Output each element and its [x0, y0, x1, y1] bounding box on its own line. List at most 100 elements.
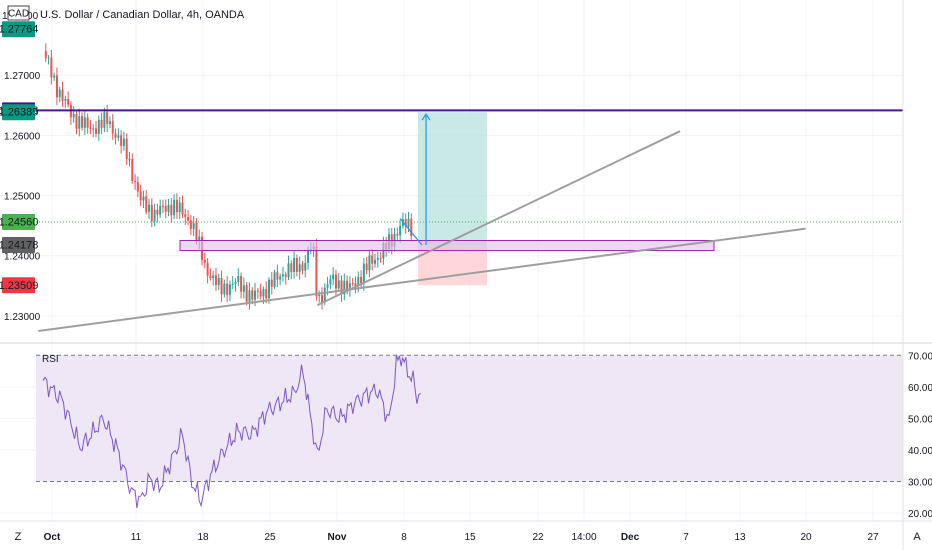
price-badge [2, 214, 35, 231]
price-badge [2, 277, 35, 294]
candle-body [315, 246, 318, 297]
candle-body [120, 135, 123, 146]
candle-body [111, 121, 114, 134]
candle-body [89, 127, 92, 130]
candle-body [340, 280, 343, 295]
candle-body [360, 276, 363, 284]
time-tick-label: Nov [328, 532, 347, 543]
candle-body [86, 117, 89, 128]
price-badges: 1.277641.264161.263851.245601.241781.235… [0, 21, 38, 294]
price-badge-label: 1.26385 [0, 107, 38, 119]
drawings [418, 112, 487, 286]
candle-body [195, 223, 198, 242]
candle-body [348, 283, 351, 289]
rsi-label: RSI [42, 354, 59, 365]
trendline-lower[interactable] [38, 227, 806, 332]
price-tick-label: 1.26000 [4, 131, 41, 142]
rsi-tick-label: 20.00 [908, 509, 932, 520]
price-tick-label: 1.24000 [4, 252, 41, 263]
candle-body [161, 205, 164, 207]
target-zone [418, 112, 487, 246]
price-badge-label: 1.27764 [0, 24, 38, 36]
candle-body [228, 284, 231, 295]
candle-body [217, 278, 220, 285]
time-tick-label: Oct [44, 532, 61, 543]
candle-body [290, 263, 293, 272]
time-tick-label: 18 [197, 532, 209, 543]
auto-scale-icon[interactable]: A [913, 531, 921, 543]
candle-body [139, 191, 142, 201]
candle-body [254, 290, 257, 300]
candle-body [114, 133, 117, 138]
candle-body [220, 278, 223, 295]
candle-body [265, 289, 268, 299]
candle-body [203, 259, 206, 263]
candle-body [53, 75, 56, 78]
candle-body [256, 290, 259, 292]
candle-body [175, 199, 178, 213]
price-badge [2, 104, 35, 121]
candle-body [251, 290, 254, 300]
time-tick-label: 25 [264, 532, 276, 543]
candle-body [362, 263, 365, 284]
candle-body [404, 219, 407, 227]
candle-body [354, 283, 357, 287]
candle-body [284, 274, 287, 277]
candle-body [128, 158, 131, 160]
candle-body [226, 283, 229, 295]
candle-body [276, 272, 279, 280]
time-tick-label: 14:00 [571, 532, 596, 543]
candle-body [231, 283, 234, 285]
candle-body [173, 199, 176, 216]
demand-zone[interactable] [179, 240, 715, 252]
candle-body [136, 182, 139, 192]
candle-body [245, 285, 248, 302]
candle-body [61, 89, 64, 101]
candle-body [259, 291, 262, 297]
candle-body [95, 128, 98, 134]
overlays [36, 109, 903, 332]
candle-body [262, 289, 265, 297]
symbol-title: U.S. Dollar / Canadian Dollar, 4h, OANDA [40, 9, 245, 21]
candle-body [167, 204, 170, 212]
candles [44, 43, 413, 310]
rsi-axis[interactable]: 70.00 60.00 50.00 40.00 30.00 20.00 [908, 351, 932, 520]
candle-body [192, 223, 195, 229]
price-tick-label: 1.25000 [4, 192, 41, 203]
candle-body [279, 276, 282, 280]
candle-body [304, 262, 307, 271]
candle-body [337, 280, 340, 289]
arrow-head-icon [421, 113, 431, 121]
rsi-tick-label: 50.00 [908, 414, 932, 425]
candle-body [267, 279, 270, 299]
candle-body [209, 275, 212, 279]
candle-body [83, 117, 86, 128]
candle-body [122, 138, 125, 146]
candle-body [281, 274, 284, 277]
candle-body [150, 204, 153, 222]
price-badge-label: 1.23509 [0, 280, 38, 292]
time-tick-label: 11 [131, 532, 142, 543]
time-axis[interactable]: Oct 11 18 25 Nov 8 15 22 14:00 Dec 7 13 20 27 [44, 532, 879, 543]
candle-body [198, 236, 201, 242]
candle-body [240, 276, 243, 292]
candle-body [178, 202, 181, 213]
candle-body [142, 196, 145, 201]
candle-body [343, 280, 346, 295]
candle-body [156, 209, 159, 215]
rsi-tick-label: 40.00 [908, 446, 932, 457]
candle-body [212, 275, 215, 279]
time-tick-label: 15 [464, 532, 476, 543]
candle-body [374, 259, 377, 264]
timezone-icon[interactable]: Z [15, 531, 22, 543]
candle-body [64, 98, 67, 101]
candle-body [365, 263, 368, 271]
candle-body [47, 57, 50, 59]
trendline-upper[interactable] [316, 130, 681, 306]
price-axis[interactable]: 1.27000 1.26000 1.25000 1.24000 1.23000 [4, 71, 41, 323]
rsi-tick-label: 70.00 [908, 351, 932, 362]
time-tick-label: 13 [734, 532, 746, 543]
candle-body [223, 283, 226, 295]
candle-body [103, 112, 106, 128]
